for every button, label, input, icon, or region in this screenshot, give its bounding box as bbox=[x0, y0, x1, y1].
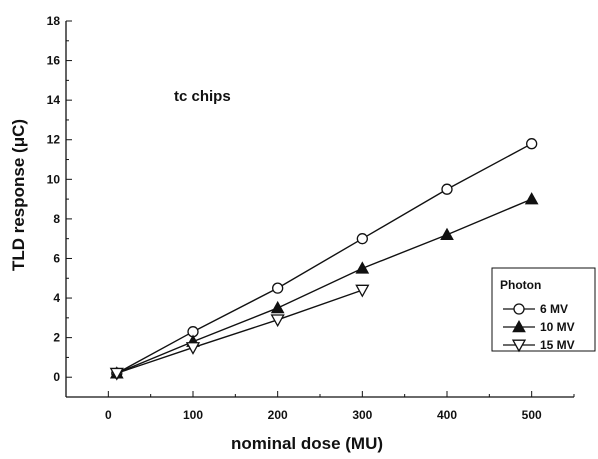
series-10-mv bbox=[109, 192, 539, 379]
legend-item: 6 MV bbox=[503, 302, 568, 316]
data-point bbox=[185, 342, 201, 355]
series-line bbox=[116, 198, 532, 374]
x-tick-label: 500 bbox=[522, 408, 542, 422]
legend-marker bbox=[511, 339, 527, 353]
y-tick-label: 8 bbox=[53, 212, 60, 226]
x-tick-label: 0 bbox=[105, 408, 112, 422]
y-tick-label: 10 bbox=[47, 172, 61, 186]
y-tick-label: 0 bbox=[53, 370, 60, 384]
y-tick-label: 6 bbox=[53, 251, 60, 265]
y-tick-label: 14 bbox=[47, 93, 61, 107]
series-15-mv bbox=[109, 284, 370, 381]
legend-marker bbox=[512, 319, 526, 333]
legend-label: 15 MV bbox=[540, 338, 575, 352]
x-tick-label: 100 bbox=[183, 408, 203, 422]
data-point bbox=[526, 138, 538, 150]
y-axis-title: TLD response (μC) bbox=[9, 119, 28, 271]
y-tick-label: 18 bbox=[47, 14, 61, 28]
legend: Photon 6 MV 10 MV 15 MV bbox=[491, 267, 596, 353]
x-axis-ticks: 0 100 200 300 400 500 bbox=[65, 391, 575, 422]
chart-annotation: tc chips bbox=[174, 88, 231, 105]
data-point bbox=[441, 183, 453, 195]
y-tick-label: 2 bbox=[53, 331, 60, 345]
legend-label: 10 MV bbox=[540, 320, 575, 334]
y-tick-label: 4 bbox=[53, 291, 60, 305]
legend-item: 10 MV bbox=[503, 319, 575, 334]
series-6-mv bbox=[111, 138, 538, 379]
data-point bbox=[270, 314, 285, 328]
y-axis-ticks: 0 2 4 6 8 10 12 14 16 18 bbox=[47, 14, 72, 398]
data-point bbox=[356, 233, 368, 245]
legend-marker bbox=[513, 303, 525, 315]
legend-label: 6 MV bbox=[540, 302, 568, 316]
data-point bbox=[440, 227, 454, 241]
data-point bbox=[355, 284, 370, 298]
x-axis-title: nominal dose (MU) bbox=[231, 434, 383, 453]
series-layer bbox=[109, 138, 539, 381]
series-line bbox=[116, 289, 363, 374]
data-point bbox=[272, 282, 284, 294]
x-tick-label: 300 bbox=[352, 408, 372, 422]
data-point bbox=[524, 192, 539, 205]
legend-title: Photon bbox=[500, 278, 541, 292]
data-point bbox=[355, 261, 370, 274]
data-point bbox=[270, 300, 285, 314]
legend-item: 15 MV bbox=[503, 338, 575, 353]
x-tick-label: 400 bbox=[437, 408, 457, 422]
x-tick-label: 200 bbox=[268, 408, 288, 422]
series-line bbox=[116, 143, 532, 374]
y-tick-label: 16 bbox=[47, 54, 61, 68]
y-tick-label: 12 bbox=[47, 133, 61, 147]
data-point bbox=[109, 367, 124, 381]
